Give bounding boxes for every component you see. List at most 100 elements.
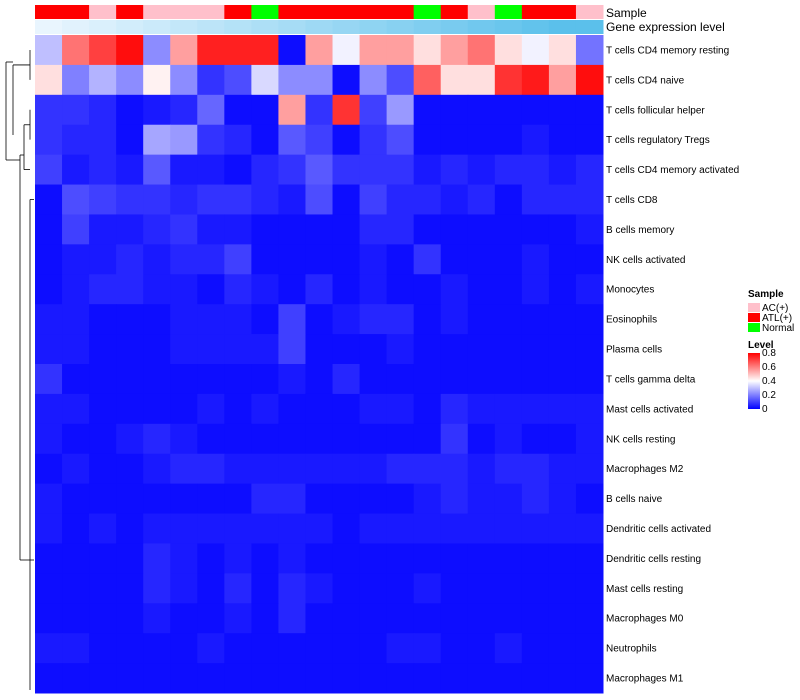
heatmap-cell xyxy=(89,513,117,544)
heatmap-cell xyxy=(89,453,117,485)
heatmap-cell xyxy=(413,334,442,365)
heatmap-cell xyxy=(386,214,415,245)
heatmap-cell xyxy=(413,543,442,574)
heatmap-cell xyxy=(575,64,604,96)
heatmap-cell xyxy=(251,154,279,186)
heatmap-cell xyxy=(386,304,415,335)
legend-sample-title: Sample xyxy=(748,289,784,300)
heatmap-cell xyxy=(386,393,415,425)
heatmap-cell xyxy=(467,453,496,485)
heatmap-cell xyxy=(35,304,63,335)
heatmap-cell xyxy=(521,513,550,544)
heatmap-cell xyxy=(440,94,469,126)
row-label: Macrophages M0 xyxy=(606,614,684,625)
heatmap-cell xyxy=(89,304,117,335)
heatmap-cell xyxy=(170,603,198,634)
heatmap-cell xyxy=(467,633,496,664)
heatmap-cell xyxy=(359,304,388,335)
heatmap-cell xyxy=(467,483,496,515)
heatmap-cell xyxy=(413,274,442,305)
heatmap-cell xyxy=(359,573,388,604)
heatmap-cell xyxy=(143,453,171,485)
heatmap-cell xyxy=(116,364,144,395)
heatmap-cell xyxy=(170,274,198,305)
heatmap-cell xyxy=(305,274,334,305)
heatmap-cell xyxy=(251,35,279,66)
heatmap-cell xyxy=(278,124,306,156)
heatmap-cell xyxy=(197,304,225,335)
heatmap-cell xyxy=(251,603,279,634)
heatmap-cell xyxy=(62,35,90,66)
heatmap-cell xyxy=(170,154,198,186)
heatmap-cell xyxy=(332,184,361,215)
heatmap-cell xyxy=(494,124,523,156)
heatmap-cell xyxy=(359,244,388,275)
heatmap-cell xyxy=(62,334,90,365)
heatmap-cell xyxy=(359,364,388,395)
sample-annotation-cell xyxy=(548,5,577,19)
heatmap-cell xyxy=(575,214,604,245)
heatmap-cell xyxy=(467,364,496,395)
heatmap-cell xyxy=(305,603,334,634)
heatmap-cell xyxy=(89,633,117,664)
heatmap-cell xyxy=(386,154,415,186)
heatmap-cell xyxy=(278,274,306,305)
heatmap-cell xyxy=(224,124,252,156)
heatmap-cell xyxy=(143,483,171,515)
heatmap-cell xyxy=(548,513,577,544)
sample-annotation-cell xyxy=(440,5,469,19)
heatmap-cell xyxy=(332,274,361,305)
heatmap-cell xyxy=(143,573,171,604)
heatmap-cell xyxy=(332,94,361,126)
row-label: Macrophages M1 xyxy=(606,674,684,685)
sample-annotation-cell xyxy=(494,5,523,19)
heatmap-cell xyxy=(116,244,144,275)
heatmap-cell xyxy=(89,35,117,66)
heatmap-cell xyxy=(116,393,144,425)
heatmap-cell xyxy=(305,154,334,186)
heatmap-cell xyxy=(143,393,171,425)
heatmap-cell xyxy=(413,513,442,544)
heatmap-cell xyxy=(116,154,144,186)
heatmap-cell xyxy=(170,304,198,335)
heatmap-cell xyxy=(494,663,523,694)
heatmap-cell xyxy=(143,35,171,66)
heatmap-cell xyxy=(521,603,550,634)
heatmap-cell xyxy=(494,633,523,664)
heatmap-cell xyxy=(575,393,604,425)
heatmap-cell xyxy=(386,633,415,664)
heatmap-cell xyxy=(521,124,550,156)
heatmap-cell xyxy=(35,124,63,156)
gene-expression-annotation-cell xyxy=(251,20,279,34)
heatmap-cell xyxy=(251,543,279,574)
heatmap-cell xyxy=(467,94,496,126)
gene-expression-annotation-cell xyxy=(440,20,469,34)
heatmap-cell xyxy=(332,304,361,335)
heatmap-cell xyxy=(197,663,225,694)
heatmap-cell xyxy=(305,64,334,96)
heatmap-cell xyxy=(440,244,469,275)
row-label: T cells gamma delta xyxy=(606,374,696,385)
heatmap-cell xyxy=(467,154,496,186)
heatmap-cell xyxy=(359,64,388,96)
row-label: T cells follicular helper xyxy=(606,105,705,116)
heatmap-cell xyxy=(521,364,550,395)
heatmap-cell xyxy=(332,423,361,455)
heatmap-cell xyxy=(35,154,63,186)
heatmap-cell xyxy=(440,543,469,574)
heatmap-cell xyxy=(35,244,63,275)
gene-expression-annotation-cell xyxy=(413,20,442,34)
row-label: B cells memory xyxy=(606,225,674,236)
gene-expression-annotation-cell xyxy=(224,20,252,34)
heatmap-cell xyxy=(224,154,252,186)
heatmap-cell xyxy=(35,94,63,126)
heatmap-cell xyxy=(278,543,306,574)
heatmap-cell xyxy=(35,423,63,455)
heatmap-cell xyxy=(197,334,225,365)
heatmap-cell xyxy=(305,35,334,66)
heatmap-cell xyxy=(143,663,171,694)
heatmap-cell xyxy=(278,603,306,634)
heatmap-cell xyxy=(467,184,496,215)
heatmap-cell xyxy=(251,184,279,215)
heatmap-cell xyxy=(278,633,306,664)
